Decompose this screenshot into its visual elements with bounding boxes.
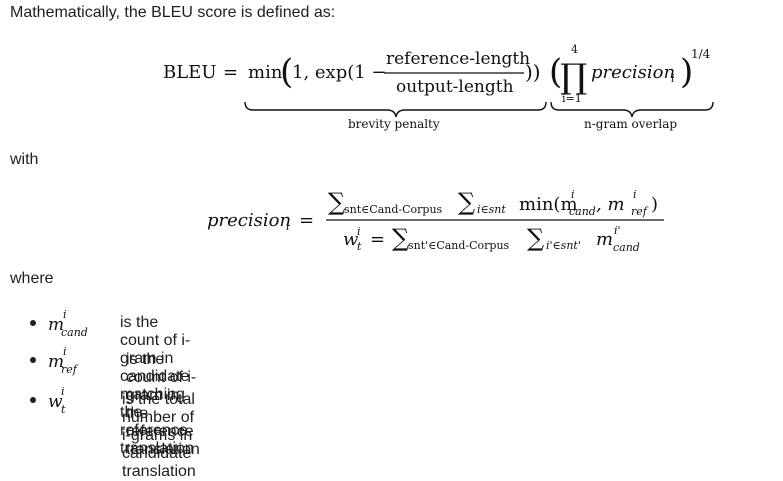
bullet-dot	[30, 397, 36, 403]
bullet-dot	[30, 320, 36, 326]
precision-subscript: i	[671, 72, 675, 85]
num-sum-2: ∑	[458, 188, 475, 216]
num-sum-2-sub: i∈snt	[477, 203, 506, 216]
precision-lhs: precision	[207, 210, 291, 231]
bullet-dot	[30, 357, 36, 363]
svg-text:i: i	[63, 345, 67, 358]
close-parens: ))	[525, 60, 541, 84]
fraction-denominator: output-length	[396, 77, 514, 97]
num-cand-sup: i	[571, 188, 575, 201]
where-text: where	[10, 270, 54, 287]
num-cand-sub: cand	[569, 205, 596, 218]
big-open-paren-2: (	[549, 52, 562, 92]
brevity-underbrace	[244, 101, 547, 118]
den-m: m	[596, 229, 613, 250]
big-close-paren: )	[680, 52, 693, 92]
exponent: 1/4	[691, 47, 711, 61]
bleu-lhs: BLEU	[163, 62, 217, 83]
brevity-penalty-label: brevity penalty	[348, 117, 440, 131]
den-w: w	[343, 229, 359, 250]
den-sum-2: ∑	[527, 224, 544, 252]
fraction-numerator: reference-length	[386, 49, 530, 69]
symbol-m-cand: m i cand	[48, 308, 88, 339]
with-text: with	[10, 151, 39, 168]
definition-text: is the total number of i-grams in candid…	[122, 391, 196, 480]
intro-text: Mathematically, the BLEU score is define…	[10, 4, 336, 21]
num-ref-sub: ref	[631, 205, 649, 218]
exp-term: 1, exp(1 −	[292, 62, 387, 83]
symbol-m-ref: m i ref	[48, 345, 79, 376]
svg-text:t: t	[61, 403, 66, 416]
precision-formula: precision i = ∑ snt∈Cand-Corpus ∑ i∈snt …	[207, 188, 664, 254]
big-open-paren: (	[280, 52, 293, 92]
den-sum-1: ∑	[392, 224, 409, 252]
den-w-sub: t	[357, 240, 362, 253]
ngram-overlap-label: n-gram overlap	[584, 117, 677, 131]
num-sum-1-sub: snt∈Cand-Corpus	[344, 203, 443, 216]
min-operator: min	[248, 62, 283, 83]
product-upper-limit: 4	[571, 43, 578, 56]
den-w-sup: i	[357, 225, 361, 238]
product-lower-limit: i=1	[562, 92, 582, 105]
overlap-underbrace	[550, 101, 714, 118]
definition-text: is the count of i-gram in candidate matc…	[120, 314, 194, 457]
precision-term: precision	[591, 62, 675, 83]
svg-text:m: m	[48, 315, 64, 335]
symbol-w-t: w i t	[48, 385, 66, 416]
svg-text:i: i	[63, 308, 67, 321]
product-symbol: ∏	[560, 57, 587, 97]
num-comma-m: , m	[596, 194, 625, 215]
precision-lhs-subscript: i	[286, 220, 290, 233]
num-sum-1: ∑	[328, 188, 345, 216]
den-equals: =	[370, 229, 385, 250]
den-m-sup: i'	[614, 224, 621, 237]
num-ref-sup: i	[633, 188, 637, 201]
svg-text:cand: cand	[61, 326, 88, 339]
den-sum-2-sub: i'∈snt'	[546, 239, 581, 252]
svg-text:ref: ref	[61, 363, 79, 376]
svg-text:w: w	[48, 392, 63, 412]
den-sum-1-sub: snt'∈Cand-Corpus	[408, 239, 510, 252]
svg-text:i: i	[61, 385, 65, 398]
svg-text:m: m	[48, 352, 64, 372]
precision-equals: =	[299, 210, 314, 231]
bleu-equals: =	[223, 62, 238, 83]
den-m-sub: cand	[613, 241, 640, 254]
num-min: min(m	[519, 194, 578, 215]
bleu-formula: BLEU = min ( 1, exp(1 − reference-length…	[163, 43, 714, 131]
num-close: )	[651, 194, 658, 215]
